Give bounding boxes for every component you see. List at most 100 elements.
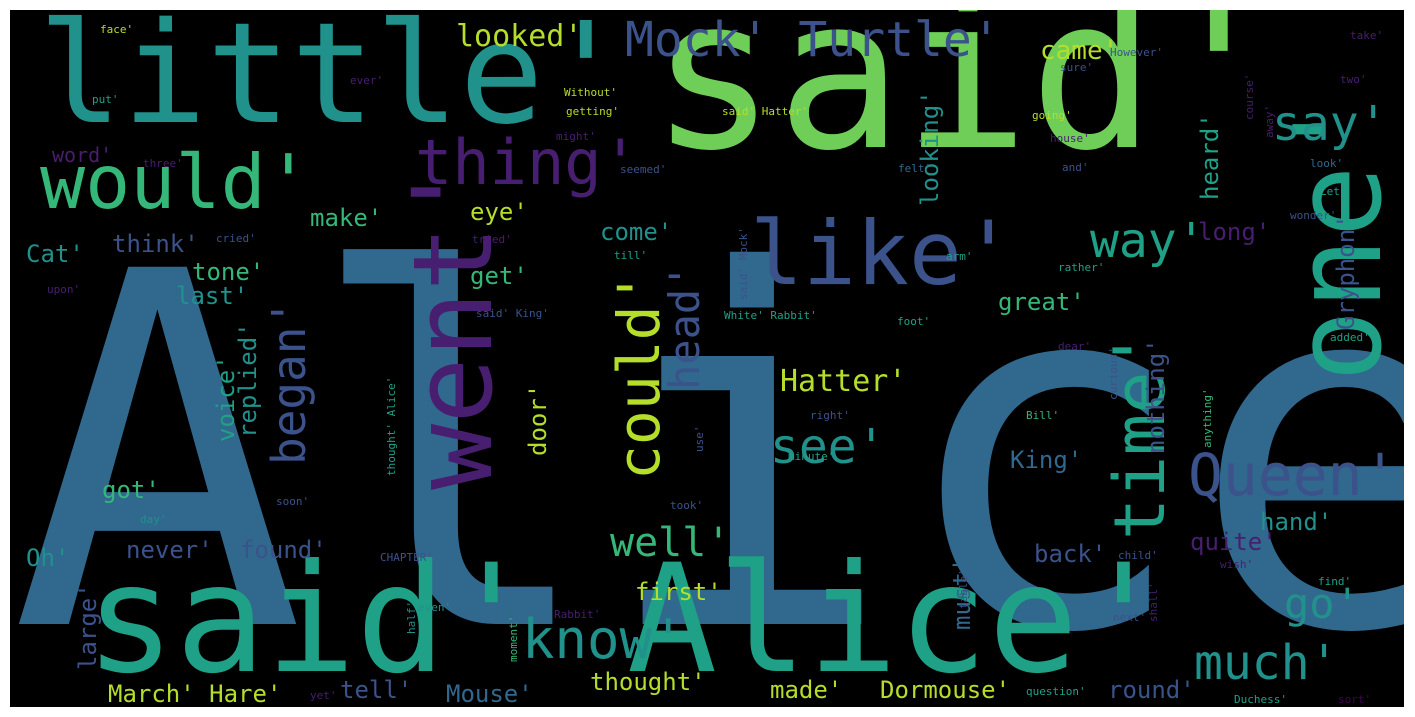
word-right: right' [810, 409, 850, 422]
word-first: first' [635, 578, 722, 606]
word-course: course' [1243, 73, 1256, 120]
word-soon: soon' [276, 495, 310, 508]
word-day: day' [140, 513, 167, 526]
word-round: round' [1108, 676, 1195, 704]
word-said-mock: said' Mock' [737, 227, 750, 300]
word-dear: dear' [1058, 340, 1092, 353]
word-and: and' [1062, 161, 1089, 174]
word-sort: sort' [1338, 693, 1372, 706]
word-arm: arm' [946, 250, 973, 263]
word-going: going' [1032, 109, 1072, 122]
word-might: might' [556, 130, 596, 143]
word-rather: rather' [1058, 261, 1105, 274]
word-till: till' [614, 249, 648, 262]
word-say: say' [1272, 96, 1388, 152]
word-cat: Cat' [26, 240, 84, 268]
word-mock-turtle: Mock' Turtle' [625, 12, 1001, 68]
word-wonder: wonder' [1290, 209, 1337, 222]
word-hand: hand' [1260, 508, 1333, 536]
word-added: added' [1330, 331, 1370, 344]
word-wish: wish' [1220, 558, 1254, 571]
word-next: next' [1113, 611, 1147, 624]
word-long: long' [1198, 218, 1271, 246]
word-getting: getting' [566, 105, 619, 118]
word-three: three' [143, 157, 183, 170]
word-child: child' [1118, 549, 1158, 562]
word-last: last' [176, 282, 249, 310]
word-said: said' [650, 10, 1283, 197]
word-sure: sure' [1060, 61, 1094, 74]
word-took: took' [670, 499, 704, 512]
word-white-rabbit: White' Rabbit' [724, 309, 817, 322]
word-see: see' [770, 419, 886, 475]
word-shall: shall' [1147, 582, 1160, 622]
word-go: go' [1284, 579, 1360, 628]
word-great: great' [998, 288, 1085, 316]
word-much: much' [1194, 635, 1339, 691]
word-mouse: Mouse' [446, 680, 533, 707]
word-tone: tone' [192, 258, 265, 286]
word-march-hare: March' Hare' [108, 680, 282, 707]
word-back: back' [1034, 540, 1107, 568]
word-alice: Alice' [10, 169, 1404, 707]
word-take: take' [1350, 29, 1384, 42]
word-come: come' [600, 218, 673, 246]
word-upon: upon' [47, 283, 81, 296]
word-make: make' [310, 204, 383, 232]
word-face: face' [100, 23, 134, 36]
word-duchess: Duchess' [1234, 693, 1287, 706]
word-half: half' [405, 600, 418, 634]
word-thought-alice: thought' Alice' [385, 376, 398, 476]
word-said-alice: said' Alice' [85, 533, 1169, 707]
word-put: put' [92, 93, 119, 106]
word-looking: looking' [916, 90, 944, 206]
word-chapter: CHAPTER' [380, 551, 433, 564]
word-gryphon: Gryphon' [1332, 214, 1360, 330]
word-however: However' [1110, 46, 1163, 59]
word-heard: heard' [1196, 113, 1224, 200]
word-away: away' [1263, 104, 1276, 138]
word-look: look' [1310, 157, 1344, 170]
word-minute: minute' [788, 450, 835, 463]
word-dormouse: Dormouse' [880, 676, 1011, 704]
word-find: find' [1318, 575, 1352, 588]
word-would: would' [40, 138, 311, 226]
word-said-hatter: said' Hatter' [722, 105, 809, 118]
word-never: never' [126, 536, 213, 564]
word-quite: quite' [1190, 528, 1277, 556]
word-anything: anything' [1201, 388, 1214, 448]
word-thought: thought' [590, 668, 706, 696]
word-eye: eye' [470, 198, 528, 226]
word-bill: Bill' [1026, 409, 1060, 422]
word-ever: ever' [350, 74, 384, 87]
word-door: door' [524, 383, 552, 456]
word-like: like' [750, 202, 1015, 305]
word-know: know' [522, 608, 685, 671]
word-began: began' [262, 298, 316, 465]
word-question: question' [1026, 685, 1086, 698]
word-yet: yet' [310, 689, 337, 702]
word-found: found' [240, 536, 327, 564]
word-word: word' [52, 143, 113, 167]
word-curious: curious' [1107, 347, 1120, 400]
word-hatter: Hatter' [780, 364, 907, 399]
word-even: even' [418, 601, 452, 614]
word-cried: cried' [216, 232, 256, 245]
word-queen: Queen' [1188, 441, 1398, 509]
word-thing: thing' [415, 126, 639, 199]
word-looked: looked' [456, 19, 583, 54]
word-oh: Oh' [26, 544, 70, 572]
word-foot: foot' [897, 315, 931, 328]
word-replied: replied' [234, 322, 262, 438]
word-get: get' [470, 262, 528, 290]
word-way: way' [1090, 213, 1206, 269]
word-use: use' [693, 425, 706, 453]
word-little: little' [38, 10, 629, 156]
word-king: King' [1010, 446, 1083, 474]
word-seemed: seemed' [620, 163, 667, 176]
word-moment: moment' [507, 615, 520, 662]
word-tell: tell' [340, 676, 413, 704]
word-without: Without' [564, 86, 617, 99]
word-said-king: said' King' [476, 307, 549, 320]
word-nothing: nothing' [1142, 338, 1170, 454]
